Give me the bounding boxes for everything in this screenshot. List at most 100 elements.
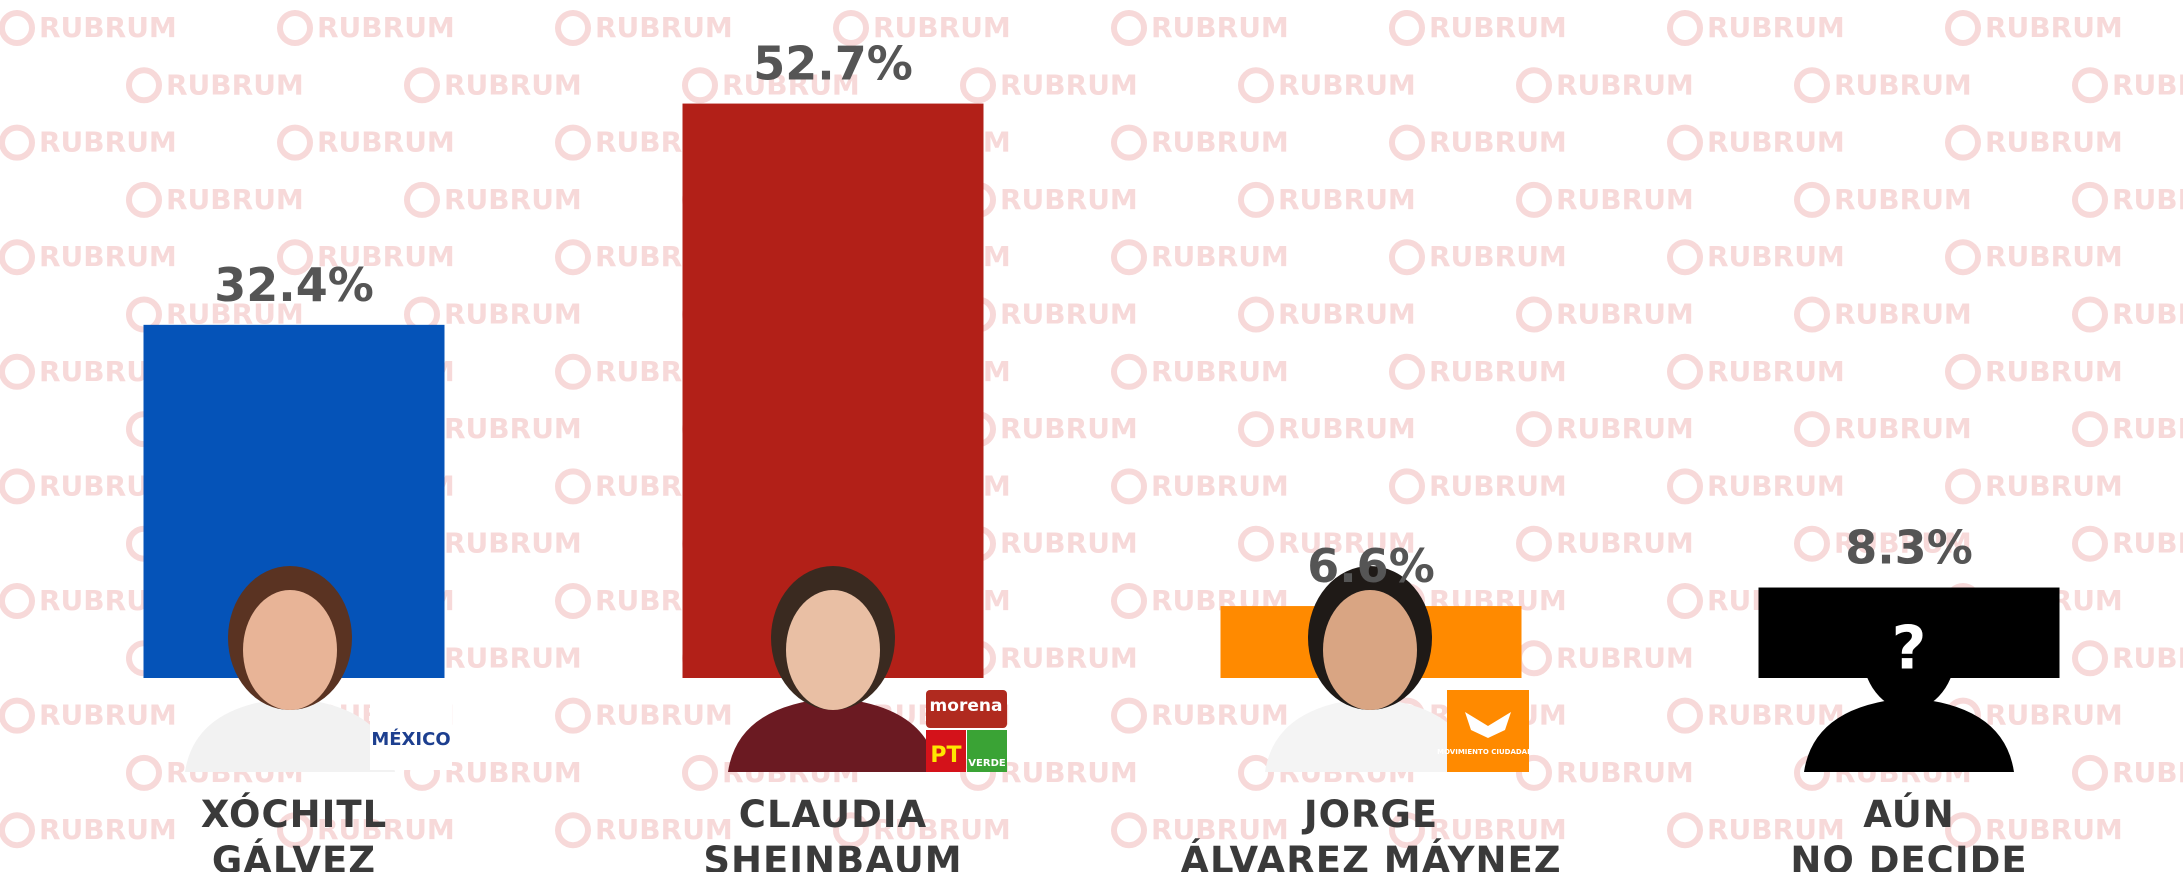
watermark-text: RUBRUM <box>2112 298 2183 331</box>
watermark-text: RUBRUM <box>1429 469 1567 502</box>
watermark-icon <box>2 357 32 387</box>
watermark-icon <box>685 758 715 788</box>
watermark-text: RUBRUM <box>1707 11 1845 44</box>
page: RUBRUM RUBRUM RUBRUM RUBRUM RUBRUM RUBRUM RUBR… <box>0 0 2183 872</box>
watermark-text: RUBRUM <box>1429 240 1567 273</box>
watermark-icon <box>1114 586 1144 616</box>
watermark-text: RUBRUM <box>166 183 304 216</box>
watermark-icon <box>1797 185 1827 215</box>
watermark-text: RUBRUM <box>1556 527 1694 560</box>
watermark-text: RUBRUM <box>1707 355 1845 388</box>
watermark-icon <box>2075 529 2105 559</box>
value-label: 52.7% <box>753 37 913 91</box>
watermark-icon <box>1114 13 1144 43</box>
watermark-text: RUBRUM <box>1556 68 1694 101</box>
watermark-text: RUBRUM <box>1985 699 2123 732</box>
watermark-text: RUBRUM <box>1985 355 2123 388</box>
watermark-icon <box>1114 701 1144 731</box>
watermark-text: RUBRUM <box>1000 756 1138 789</box>
watermark-icon <box>558 128 588 158</box>
watermark-icon <box>1392 13 1422 43</box>
watermark-icon <box>558 357 588 387</box>
watermark-icon <box>1392 128 1422 158</box>
watermark-text: RUBRUM <box>1429 355 1567 388</box>
watermark-icon <box>1670 242 1700 272</box>
watermark-icon <box>2075 414 2105 444</box>
category-label: CLAUDIA SHEINBAUM <box>573 792 1093 872</box>
watermark-icon <box>1948 471 1978 501</box>
pt-logo-text: PT <box>930 743 961 768</box>
value-label: 8.3% <box>1845 521 1973 575</box>
watermark-icon <box>1519 70 1549 100</box>
watermark-icon <box>2 471 32 501</box>
watermark-text: RUBRUM <box>444 641 582 674</box>
watermark-icon <box>1670 471 1700 501</box>
watermark-text: RUBRUM <box>1707 126 1845 159</box>
watermark-text: RUBRUM <box>39 240 177 273</box>
watermark-icon <box>129 185 159 215</box>
watermark-icon <box>558 242 588 272</box>
watermark-icon <box>1114 242 1144 272</box>
watermark-icon <box>1519 529 1549 559</box>
watermark-text: RUBRUM <box>166 68 304 101</box>
watermark-icon <box>280 128 310 158</box>
watermark-text: RUBRUM <box>1556 641 1694 674</box>
watermark-text: RUBRUM <box>1151 469 1289 502</box>
watermark-text: RUBRUM <box>1834 183 1972 216</box>
watermark-icon <box>1241 70 1271 100</box>
fcm-logo-text: MÉXICO <box>371 728 450 750</box>
category-label: JORGE ÁLVAREZ MÁYNEZ <box>1111 792 1631 872</box>
watermark-text: RUBRUM <box>317 11 455 44</box>
watermark-text: RUBRUM <box>1000 412 1138 445</box>
watermark-icon <box>685 70 715 100</box>
watermark-text: RUBRUM <box>1278 183 1416 216</box>
watermark-icon <box>1241 414 1271 444</box>
watermark-text: RUBRUM <box>444 412 582 445</box>
watermark-icon <box>2 701 32 731</box>
watermark-icon <box>1670 586 1700 616</box>
watermark-text: RUBRUM <box>1707 699 1845 732</box>
watermark-icon <box>407 70 437 100</box>
watermark-text: RUBRUM <box>2112 756 2183 789</box>
watermark-text: RUBRUM <box>1707 469 1845 502</box>
watermark-text: RUBRUM <box>2112 68 2183 101</box>
watermark-text: RUBRUM <box>1000 527 1138 560</box>
watermark-icon <box>1519 185 1549 215</box>
watermark-text: RUBRUM <box>1429 126 1567 159</box>
watermark-icon <box>1670 128 1700 158</box>
watermark-icon <box>1797 529 1827 559</box>
watermark-icon <box>1114 471 1144 501</box>
watermark-icon <box>129 70 159 100</box>
watermark-icon <box>558 586 588 616</box>
watermark-text: RUBRUM <box>1834 298 1972 331</box>
morena-logo-text: morena <box>930 696 1003 716</box>
watermark-icon <box>2 13 32 43</box>
watermark-icon <box>1948 13 1978 43</box>
watermark-icon <box>1519 643 1549 673</box>
watermark-text: RUBRUM <box>1278 412 1416 445</box>
watermark-icon <box>1241 300 1271 330</box>
watermark-text: RUBRUM <box>444 756 582 789</box>
watermark-icon <box>129 758 159 788</box>
watermark-icon <box>558 471 588 501</box>
watermark-icon <box>1797 414 1827 444</box>
unknown-mark: ? <box>1892 614 1927 684</box>
watermark-icon <box>1948 242 1978 272</box>
watermark-text: RUBRUM <box>1707 240 1845 273</box>
jorge-face <box>1323 590 1417 710</box>
watermark-text: RUBRUM <box>1000 298 1138 331</box>
watermark-icon <box>2075 300 2105 330</box>
watermark-text: RUBRUM <box>444 183 582 216</box>
watermark-icon <box>280 13 310 43</box>
watermark-icon <box>1392 357 1422 387</box>
watermark-text: RUBRUM <box>1834 412 1972 445</box>
watermark-text: RUBRUM <box>2112 412 2183 445</box>
watermark-text: RUBRUM <box>1151 699 1289 732</box>
watermark-icon <box>2 128 32 158</box>
watermark-text: RUBRUM <box>1151 11 1289 44</box>
watermark-icon <box>1392 242 1422 272</box>
watermark-text: RUBRUM <box>1000 68 1138 101</box>
watermark-text: RUBRUM <box>444 527 582 560</box>
watermark-icon <box>1948 128 1978 158</box>
watermark-icon <box>2075 643 2105 673</box>
